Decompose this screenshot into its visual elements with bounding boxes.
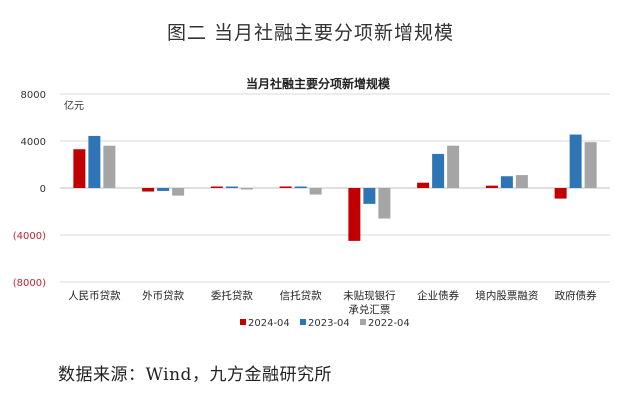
bar-2023-04-6 — [500, 176, 513, 188]
x-axis-ticks: 人民币贷款 外币贷款 委托贷款 信托贷款 未贴现银行承兑汇票 企业债券 境内股票融资 政府债券 — [68, 289, 597, 316]
x-tick-label: 信托贷款 — [280, 289, 322, 302]
bar-2023-04-7 — [569, 134, 582, 188]
x-tick-label: 外币贷款 — [142, 289, 184, 302]
y-tick-label: (4000) — [13, 231, 46, 242]
bar-2024-04-3 — [279, 186, 292, 188]
bar-2024-04-0 — [73, 149, 86, 188]
bar-2024-04-5 — [417, 182, 430, 188]
y-tick-label: 4000 — [21, 137, 46, 148]
bar-2024-04-4 — [348, 188, 361, 241]
bars — [73, 134, 597, 241]
bar-2024-04-1 — [142, 188, 155, 192]
figure-title: 图二 当月社融主要分项新增规模 — [166, 22, 455, 44]
bar-2023-04-3 — [294, 186, 307, 188]
x-tick-label: 人民币贷款 — [68, 289, 121, 302]
bar-2023-04-0 — [88, 135, 101, 188]
bar-2022-04-0 — [103, 145, 116, 188]
bar-2022-04-1 — [172, 188, 185, 196]
y-axis-unit-label: 亿元 — [64, 99, 84, 112]
bar-2022-04-3 — [309, 188, 322, 195]
legend-swatch — [240, 319, 246, 325]
x-tick-label: 政府债券 — [555, 289, 597, 302]
x-tick-label: 未贴现银行承兑汇票 — [343, 289, 396, 316]
x-tick-label: 委托贷款 — [211, 289, 253, 302]
legend-label: 2023-04 — [308, 318, 350, 329]
legend-swatch — [300, 319, 306, 325]
bar-2022-04-7 — [584, 142, 597, 188]
source-note: 数据来源：Wind，九方金融研究所 — [58, 365, 332, 385]
x-tick-label: 境内股票融资 — [475, 289, 538, 302]
x-tick-label: 企业债券 — [417, 289, 459, 302]
legend-swatch — [360, 319, 366, 325]
bar-2024-04-6 — [485, 185, 498, 188]
legend: 2024-04 2023-04 2022-04 — [240, 318, 410, 329]
legend-label: 2022-04 — [368, 318, 410, 329]
bar-2023-04-5 — [432, 153, 445, 188]
bar-2023-04-2 — [225, 186, 238, 188]
y-axis-ticks: 8000 4000 0 (4000) (8000) — [13, 90, 46, 289]
y-tick-label: 8000 — [21, 90, 46, 101]
bar-2022-04-4 — [378, 188, 391, 219]
bar-2024-04-2 — [210, 186, 223, 188]
bar-2023-04-4 — [363, 188, 376, 204]
bar-2022-04-2 — [240, 188, 253, 190]
chart-title: 当月社融主要分项新增规模 — [246, 76, 391, 91]
legend-label: 2024-04 — [248, 318, 290, 329]
bar-2022-04-5 — [447, 145, 460, 188]
bar-2024-04-7 — [554, 188, 567, 199]
y-tick-label: 0 — [40, 184, 46, 195]
bar-2023-04-1 — [157, 188, 170, 191]
y-tick-label: (8000) — [13, 278, 46, 289]
bar-2022-04-6 — [515, 175, 528, 188]
